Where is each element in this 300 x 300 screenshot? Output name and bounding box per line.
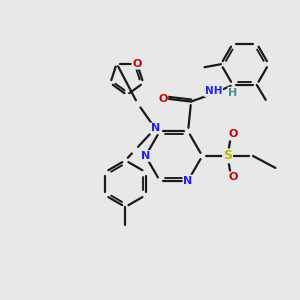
Text: N: N (183, 176, 193, 185)
Text: H: H (228, 88, 238, 98)
Text: NH: NH (205, 86, 222, 96)
Text: O: O (132, 58, 142, 69)
Text: O: O (229, 172, 238, 182)
Text: N: N (141, 151, 150, 161)
Text: S: S (223, 149, 232, 163)
Text: O: O (158, 94, 167, 103)
Text: O: O (229, 130, 238, 140)
Text: N: N (151, 123, 160, 134)
